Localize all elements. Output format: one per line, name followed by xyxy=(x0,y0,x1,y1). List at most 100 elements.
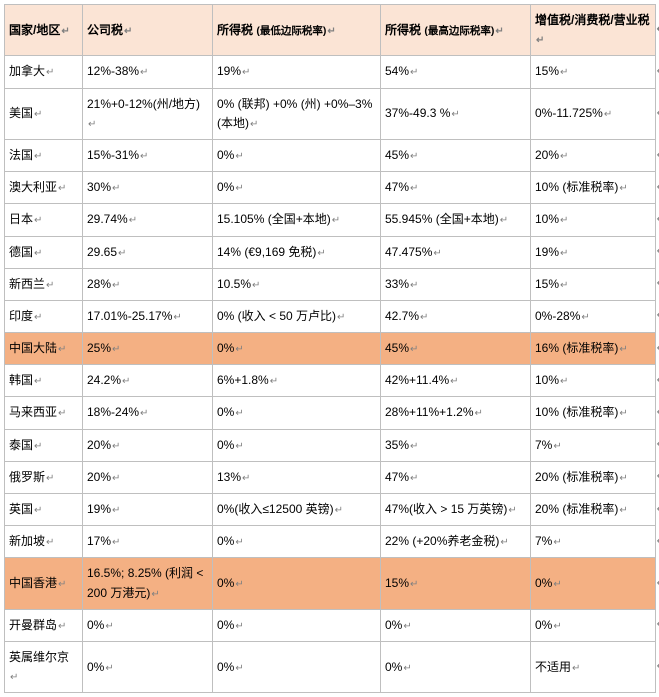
cell-r5-c2: 14% (€9,169 免税)↵ xyxy=(213,236,381,268)
cell-r16-c2: 0%↵ xyxy=(213,609,381,641)
paragraph-mark-icon: ↵ xyxy=(34,149,42,165)
cell-r1-c4: 0%-11.725%↵↵ xyxy=(531,88,656,139)
paragraph-mark-icon: ↵ xyxy=(105,619,113,635)
cell-text: 19% xyxy=(217,64,241,78)
cell-r15-c2: 0%↵ xyxy=(213,558,381,609)
cell-r1-c2: 0% (联邦) +0% (州) +0%–3% (本地)↵ xyxy=(213,88,381,139)
cell-r10-c0: 马来西亚↵ xyxy=(5,397,83,429)
paragraph-mark-icon: ↵ xyxy=(112,439,120,455)
cell-r12-c1: 20%↵ xyxy=(83,461,213,493)
cell-r13-c4: 20% (标准税率)↵↵ xyxy=(531,494,656,526)
paragraph-mark-icon: ↵ xyxy=(619,503,627,519)
cell-r3-c0: 澳大利亚↵ xyxy=(5,172,83,204)
cell-r5-c1: 29.65↵ xyxy=(83,236,213,268)
cell-text: 35% xyxy=(385,438,409,452)
cell-text: 47% xyxy=(385,470,409,484)
cell-r2-c1: 15%-31%↵ xyxy=(83,139,213,171)
cell-r9-c4: 10%↵↵ xyxy=(531,365,656,397)
paragraph-mark-icon: ↵ xyxy=(581,310,589,326)
cell-r6-c4: 15%↵↵ xyxy=(531,268,656,300)
cell-r6-c1: 28%↵ xyxy=(83,268,213,300)
paragraph-mark-icon: ↵ xyxy=(46,278,54,294)
cell-text: 19% xyxy=(535,245,559,259)
paragraph-mark-icon: ↵ xyxy=(112,342,120,358)
cell-text: 0%(收入≤12500 英镑) xyxy=(217,502,334,516)
cell-text: 15% xyxy=(385,576,409,590)
paragraph-mark-icon: ↵ xyxy=(327,24,335,40)
paragraph-mark-icon: ↵ xyxy=(553,619,561,635)
cell-text: 不适用 xyxy=(535,660,571,674)
cell-text: 0% xyxy=(535,576,552,590)
cell-r16-c0: 开曼群岛↵ xyxy=(5,609,83,641)
paragraph-mark-icon: ↵ xyxy=(475,406,483,422)
cell-r4-c4: 10%↵↵ xyxy=(531,204,656,236)
table-row: 日本↵29.74%↵15.105% (全国+本地)↵55.945% (全国+本地… xyxy=(5,204,656,236)
cell-r1-c0: 美国↵ xyxy=(5,88,83,139)
paragraph-mark-icon: ↵ xyxy=(433,246,441,262)
cell-r7-c3: 42.7%↵ xyxy=(381,300,531,332)
cell-text: 0% xyxy=(217,180,234,194)
table-row: 法国↵15%-31%↵0%↵45%↵20%↵↵ xyxy=(5,139,656,171)
cell-text: 德国 xyxy=(9,245,33,259)
cell-r9-c3: 42%+11.4%↵ xyxy=(381,365,531,397)
paragraph-mark-icon: ↵ xyxy=(403,619,411,635)
paragraph-mark-icon: ↵ xyxy=(270,374,278,390)
cell-r17-c2: 0%↵ xyxy=(213,641,381,692)
table-row: 韩国↵24.2%↵6%+1.8%↵42%+11.4%↵10%↵↵ xyxy=(5,365,656,397)
cell-r15-c0: 中国香港↵ xyxy=(5,558,83,609)
cell-text: 0% xyxy=(217,438,234,452)
paragraph-mark-icon: ↵ xyxy=(619,181,627,197)
cell-text: 20% (标准税率) xyxy=(535,502,618,516)
table-body: 加拿大↵12%-38%↵19%↵54%↵15%↵↵美国↵21%+0-12%(州/… xyxy=(5,56,656,693)
cell-text: 17.01%-25.17% xyxy=(87,309,172,323)
paragraph-mark-icon: ↵ xyxy=(235,406,243,422)
cell-r15-c4: 0%↵↵ xyxy=(531,558,656,609)
paragraph-mark-icon: ↵ xyxy=(140,406,148,422)
cell-r3-c4: 10% (标准税率)↵↵ xyxy=(531,172,656,204)
cell-text: 18%-24% xyxy=(87,405,139,419)
paragraph-mark-icon: ↵ xyxy=(410,439,418,455)
paragraph-mark-icon: ↵ xyxy=(410,342,418,358)
cell-text: 45% xyxy=(385,148,409,162)
table-row: 马来西亚↵18%-24%↵0%↵28%+11%+1.2%↵10% (标准税率)↵… xyxy=(5,397,656,429)
paragraph-mark-icon: ↵ xyxy=(560,65,568,81)
paragraph-mark-icon: ↵ xyxy=(112,471,120,487)
cell-r3-c2: 0%↵ xyxy=(213,172,381,204)
paragraph-mark-icon: ↵ xyxy=(619,471,627,487)
cell-text: 22% (+20%养老金税) xyxy=(385,534,499,548)
table-row: 俄罗斯↵20%↵13%↵47%↵20% (标准税率)↵↵ xyxy=(5,461,656,493)
cell-text: 10% (标准税率) xyxy=(535,180,618,194)
cell-r17-c4: 不适用↵↵ xyxy=(531,641,656,692)
cell-text: 法国 xyxy=(9,148,33,162)
cell-text: 20% xyxy=(535,148,559,162)
paragraph-mark-icon: ↵ xyxy=(242,471,250,487)
paragraph-mark-icon: ↵ xyxy=(560,149,568,165)
cell-text: 0% xyxy=(87,618,104,632)
paragraph-mark-icon: ↵ xyxy=(410,577,418,593)
cell-r10-c2: 0%↵ xyxy=(213,397,381,429)
paragraph-mark-icon: ↵ xyxy=(58,406,66,422)
paragraph-mark-icon: ↵ xyxy=(500,535,508,551)
cell-text: 英属维尔京 xyxy=(9,650,69,664)
cell-r2-c4: 20%↵↵ xyxy=(531,139,656,171)
cell-text: 0% xyxy=(217,660,234,674)
table-row: 美国↵21%+0-12%(州/地方)↵0% (联邦) +0% (州) +0%–3… xyxy=(5,88,656,139)
paragraph-mark-icon: ↵ xyxy=(46,535,54,551)
paragraph-mark-icon: ↵ xyxy=(450,374,458,390)
table-row: 印度↵17.01%-25.17%↵0% (收入 < 50 万卢比)↵42.7%↵… xyxy=(5,300,656,332)
paragraph-mark-icon: ↵ xyxy=(58,619,66,635)
cell-text: 马来西亚 xyxy=(9,405,57,419)
cell-r8-c2: 0%↵ xyxy=(213,333,381,365)
paragraph-mark-icon: ↵ xyxy=(34,439,42,455)
paragraph-mark-icon: ↵ xyxy=(34,374,42,390)
cell-r6-c3: 33%↵ xyxy=(381,268,531,300)
cell-r10-c3: 28%+11%+1.2%↵ xyxy=(381,397,531,429)
cell-text: 泰国 xyxy=(9,438,33,452)
cell-text: 10% xyxy=(535,212,559,226)
cell-r0-c2: 19%↵ xyxy=(213,56,381,88)
cell-r2-c3: 45%↵ xyxy=(381,139,531,171)
paragraph-mark-icon: ↵ xyxy=(124,24,132,40)
cell-r2-c0: 法国↵ xyxy=(5,139,83,171)
cell-r17-c3: 0%↵ xyxy=(381,641,531,692)
paragraph-mark-icon: ↵ xyxy=(235,535,243,551)
